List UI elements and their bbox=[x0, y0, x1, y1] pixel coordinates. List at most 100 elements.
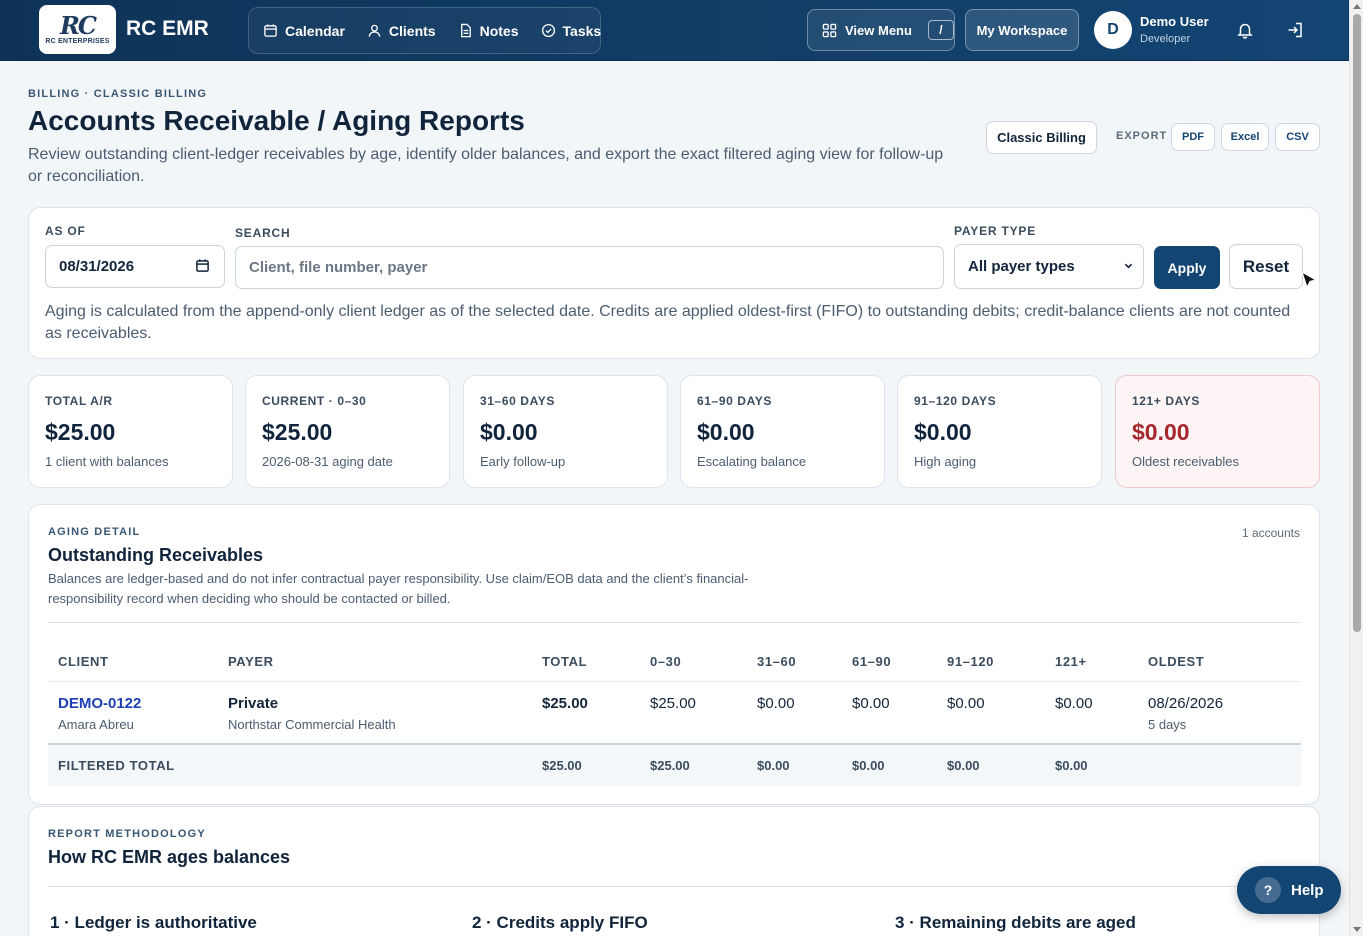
total-31-60: $0.00 bbox=[757, 758, 790, 773]
as-of-label: AS OF bbox=[45, 224, 86, 238]
nav-clients-label: Clients bbox=[388, 22, 436, 39]
export-excel-button[interactable]: Excel bbox=[1221, 123, 1269, 151]
section-eyebrow: REPORT METHODOLOGY bbox=[48, 828, 206, 840]
stat-value: $0.00 bbox=[697, 419, 755, 445]
section-title: How RC EMR ages balances bbox=[48, 847, 291, 867]
filtered-total-row bbox=[48, 743, 1301, 786]
stat-value: $25.00 bbox=[262, 419, 333, 445]
scroll-down-arrow[interactable] bbox=[1353, 927, 1361, 932]
help-button[interactable]: ? Help bbox=[1237, 866, 1341, 914]
nav-notes-label: Notes bbox=[479, 22, 519, 39]
nav-tasks[interactable]: Tasks bbox=[541, 22, 602, 39]
breadcrumb: BILLING · CLASSIC BILLING bbox=[28, 88, 208, 100]
row-oldest-date: 08/26/2026 bbox=[1148, 695, 1224, 712]
row-91-120: $0.00 bbox=[947, 695, 985, 712]
row-total: $25.00 bbox=[542, 695, 588, 712]
nav-notes[interactable]: Notes bbox=[458, 23, 519, 39]
logo-subtitle: RC ENTERPRISES bbox=[45, 38, 110, 45]
row-0-30: $25.00 bbox=[650, 695, 696, 712]
stat-label: 91–120 DAYS bbox=[914, 394, 997, 408]
col-header-total[interactable]: TOTAL bbox=[542, 654, 588, 669]
app-brand[interactable]: RC EMR bbox=[126, 17, 209, 40]
section-title: Outstanding Receivables bbox=[48, 545, 264, 565]
stat-31-60: 31–60 DAYS $0.00 Early follow-up bbox=[463, 375, 668, 488]
aging-note: Aging is calculated from the append-only… bbox=[45, 303, 1291, 342]
page-description: Review outstanding client-ledger receiva… bbox=[28, 146, 944, 185]
as-of-date-value: 08/31/2026 bbox=[59, 258, 135, 275]
header-divider bbox=[48, 681, 1301, 682]
export-pdf-button[interactable]: PDF bbox=[1171, 123, 1215, 151]
col-header-client[interactable]: CLIENT bbox=[58, 654, 109, 669]
payer-type-select[interactable]: All payer types bbox=[954, 244, 1144, 289]
client-name: Amara Abreu bbox=[58, 717, 134, 732]
payer-name: Northstar Commercial Health bbox=[228, 717, 396, 732]
stat-subtext: 1 client with balances bbox=[45, 454, 169, 469]
row-oldest-days: 5 days bbox=[1148, 717, 1187, 732]
aging-detail-panel: AGING DETAIL Outstanding Receivables 1 a… bbox=[28, 504, 1320, 805]
scroll-thumb[interactable] bbox=[1353, 14, 1361, 632]
as-of-date-input[interactable]: 08/31/2026 bbox=[45, 245, 225, 288]
section-eyebrow: AGING DETAIL bbox=[48, 526, 141, 538]
stat-label: TOTAL A/R bbox=[45, 394, 113, 408]
stat-61-90: 61–90 DAYS $0.00 Escalating balance bbox=[680, 375, 885, 488]
row-61-90: $0.00 bbox=[852, 695, 890, 712]
nav-calendar[interactable]: Calendar bbox=[263, 23, 345, 39]
user-name[interactable]: Demo User bbox=[1140, 14, 1209, 29]
stat-label: 61–90 DAYS bbox=[697, 394, 772, 408]
export-label: EXPORT bbox=[1116, 130, 1168, 142]
logout-icon[interactable] bbox=[1286, 21, 1304, 39]
client-id-link[interactable]: DEMO-0122 bbox=[58, 695, 142, 712]
stat-subtext: Escalating balance bbox=[697, 454, 807, 469]
mouse-cursor-icon bbox=[1300, 270, 1318, 290]
scroll-up-arrow[interactable] bbox=[1353, 4, 1361, 9]
reset-button[interactable]: Reset bbox=[1229, 244, 1303, 289]
stat-value: $0.00 bbox=[480, 419, 538, 445]
grid-icon bbox=[822, 23, 837, 37]
search-input[interactable]: Client, file number, payer bbox=[235, 246, 944, 289]
stat-label: 31–60 DAYS bbox=[480, 394, 555, 408]
divider bbox=[48, 886, 1301, 887]
col-header-oldest[interactable]: OLDEST bbox=[1148, 654, 1205, 669]
help-label: Help bbox=[1291, 881, 1324, 899]
total-91-120: $0.00 bbox=[947, 758, 980, 773]
row-121-plus: $0.00 bbox=[1055, 695, 1093, 712]
methodology-panel: REPORT METHODOLOGY How RC EMR ages balan… bbox=[28, 806, 1320, 936]
bell-icon[interactable] bbox=[1236, 21, 1254, 39]
methodology-step-2: 2 · Credits apply FIFO bbox=[472, 913, 648, 932]
col-header-0-30[interactable]: 0–30 bbox=[650, 654, 682, 669]
stat-total-ar: TOTAL A/R $25.00 1 client with balances bbox=[28, 375, 233, 488]
apply-button[interactable]: Apply bbox=[1154, 246, 1220, 289]
payer-type-label: PAYER TYPE bbox=[954, 224, 1037, 238]
nav-tasks-label: Tasks bbox=[562, 22, 602, 39]
company-logo[interactable]: RC RC ENTERPRISES bbox=[39, 5, 116, 54]
classic-billing-button[interactable]: Classic Billing bbox=[986, 121, 1097, 154]
export-csv-button[interactable]: CSV bbox=[1275, 123, 1320, 151]
my-workspace-button[interactable]: My Workspace bbox=[965, 9, 1079, 51]
stat-121-plus: 121+ DAYS $0.00 Oldest receivables bbox=[1115, 375, 1320, 488]
logo-mark: RC bbox=[59, 11, 97, 40]
stat-value: $0.00 bbox=[1132, 419, 1190, 445]
stat-label: 121+ DAYS bbox=[1132, 394, 1201, 408]
calendar-picker-icon[interactable] bbox=[195, 258, 210, 273]
view-menu-button[interactable]: View Menu / bbox=[807, 9, 955, 51]
stat-subtext: Early follow-up bbox=[480, 454, 566, 469]
col-header-121-plus[interactable]: 121+ bbox=[1055, 654, 1087, 669]
col-header-31-60[interactable]: 31–60 bbox=[757, 654, 797, 669]
col-header-payer[interactable]: PAYER bbox=[228, 654, 274, 669]
methodology-step-1: 1 · Ledger is authoritative bbox=[50, 913, 257, 932]
payer-type-value: All payer types bbox=[968, 258, 1075, 275]
page-title: Accounts Receivable / Aging Reports bbox=[28, 105, 525, 136]
page-scrollbar[interactable] bbox=[1349, 0, 1363, 936]
question-icon: ? bbox=[1255, 877, 1281, 903]
total-0-30: $25.00 bbox=[650, 758, 690, 773]
stat-value: $25.00 bbox=[45, 419, 116, 445]
filtered-total-label: FILTERED TOTAL bbox=[58, 758, 175, 773]
methodology-step-3: 3 · Remaining debits are aged bbox=[895, 913, 1136, 932]
top-nav-bar: RC RC ENTERPRISES RC EMR Calendar Client… bbox=[0, 0, 1349, 61]
avatar[interactable]: D bbox=[1094, 11, 1132, 49]
col-header-61-90[interactable]: 61–90 bbox=[852, 654, 892, 669]
payer-type: Private bbox=[228, 695, 279, 712]
col-header-91-120[interactable]: 91–120 bbox=[947, 654, 994, 669]
nav-clients[interactable]: Clients bbox=[367, 23, 436, 39]
search-placeholder: Client, file number, payer bbox=[249, 259, 428, 276]
